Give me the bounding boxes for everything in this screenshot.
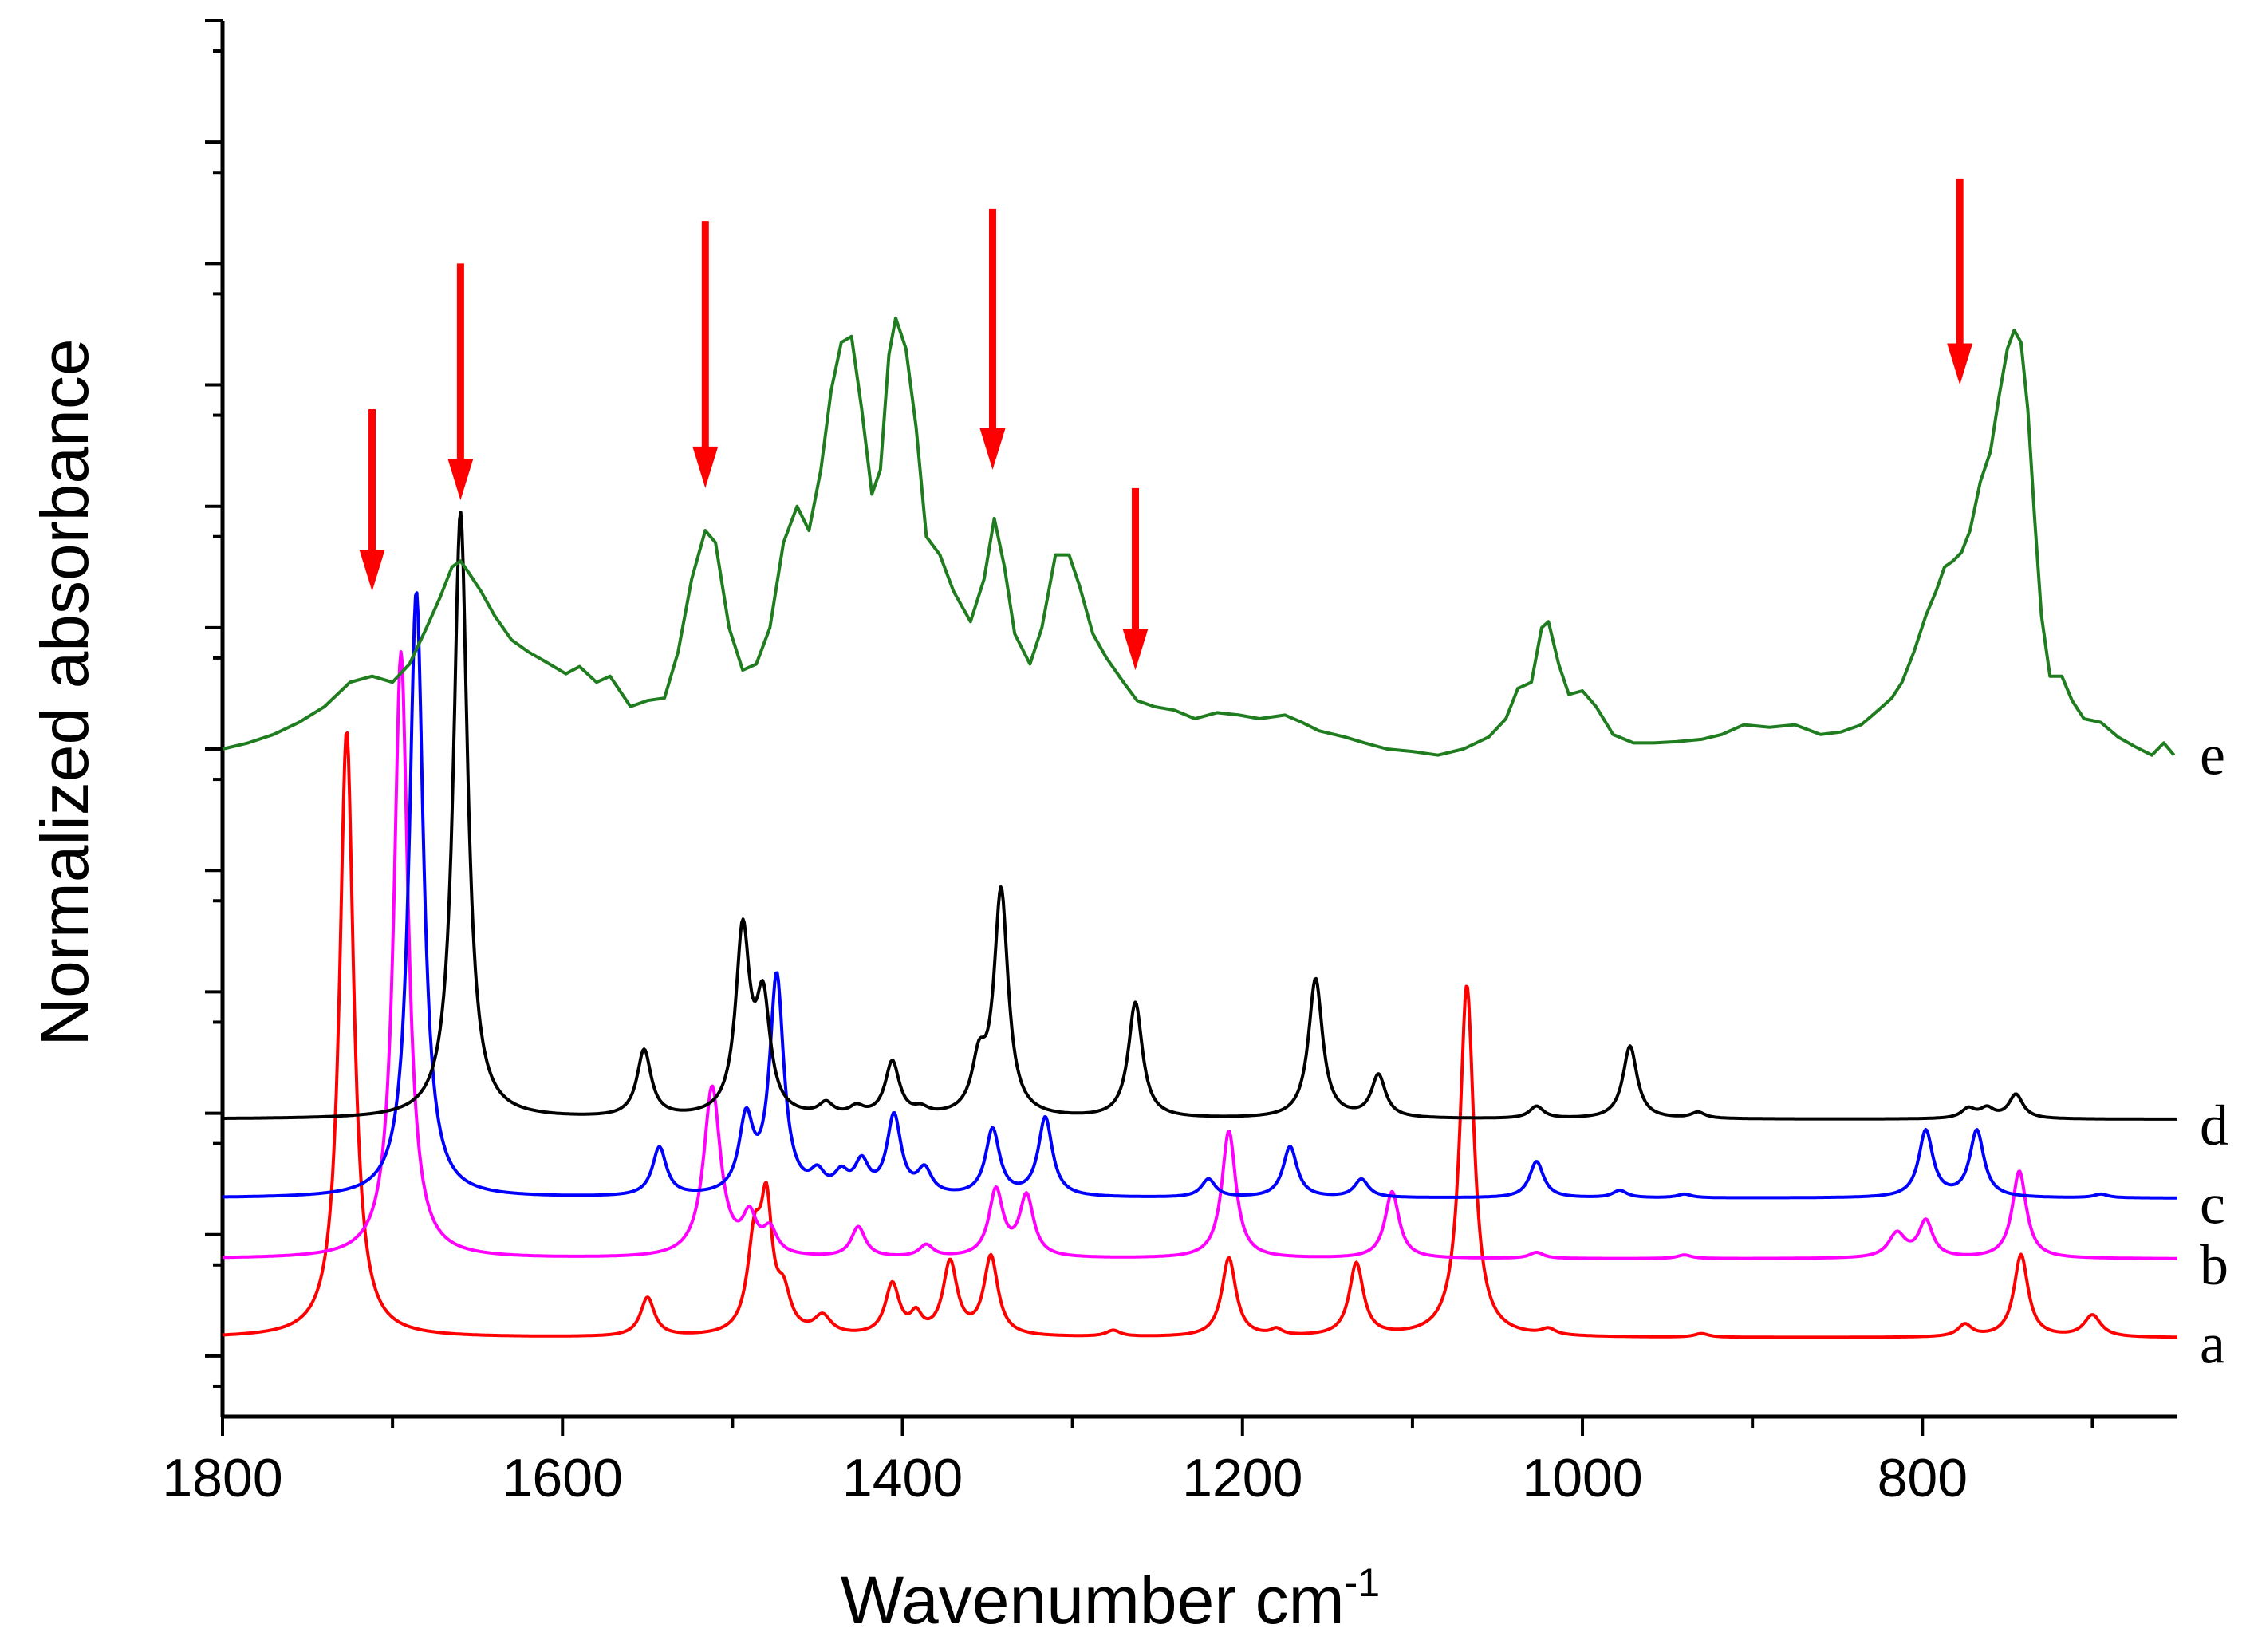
series-line-b [222,650,2178,1260]
x-axis-title-superscript: -1 [1345,1560,1380,1605]
arrow-head [692,446,719,488]
y-axis-title: Normalized absorbance [27,338,102,1046]
annotation-arrows [359,178,1973,671]
curve-label-a: a [2200,1312,2225,1376]
arrow-head [1947,343,1973,385]
arrow-head [979,428,1006,471]
x-tick-label: 1800 [162,1448,282,1508]
series-line-e [222,316,2176,757]
annotation-arrow [359,408,385,592]
series-line-d [222,511,2178,1121]
arrow-head [359,550,385,592]
annotation-arrow [1122,487,1149,671]
series-lines [222,316,2178,1339]
x-tick-label: 1200 [1182,1448,1302,1508]
annotation-arrow [979,208,1006,471]
x-tick-label: 1400 [842,1448,963,1508]
curve-label-d: d [2200,1094,2228,1157]
x-axis-title: Wavenumber cm-1 [841,1560,1380,1638]
arrow-head [1122,629,1149,671]
series-line-c [222,591,2178,1200]
x-tick-label: 1000 [1522,1448,1642,1508]
series-line-a [222,731,2178,1339]
arrow-head [447,459,474,501]
axes [220,21,2177,1419]
x-tick-label: 800 [1878,1448,1968,1508]
curve-label-c: c [2200,1173,2225,1236]
x-axis-title-text: Wavenumber cm [841,1563,1345,1638]
annotation-arrow [447,263,474,501]
curve-label-e: e [2200,723,2225,787]
x-tick-labels: 1800 1600 1400 1200 1000 800 [162,1448,1968,1508]
curve-label-b: b [2200,1233,2228,1297]
annotation-arrow [692,221,719,488]
axis-ticks [205,19,2094,1436]
annotation-arrow [1947,178,1973,385]
x-tick-label: 1600 [502,1448,623,1508]
